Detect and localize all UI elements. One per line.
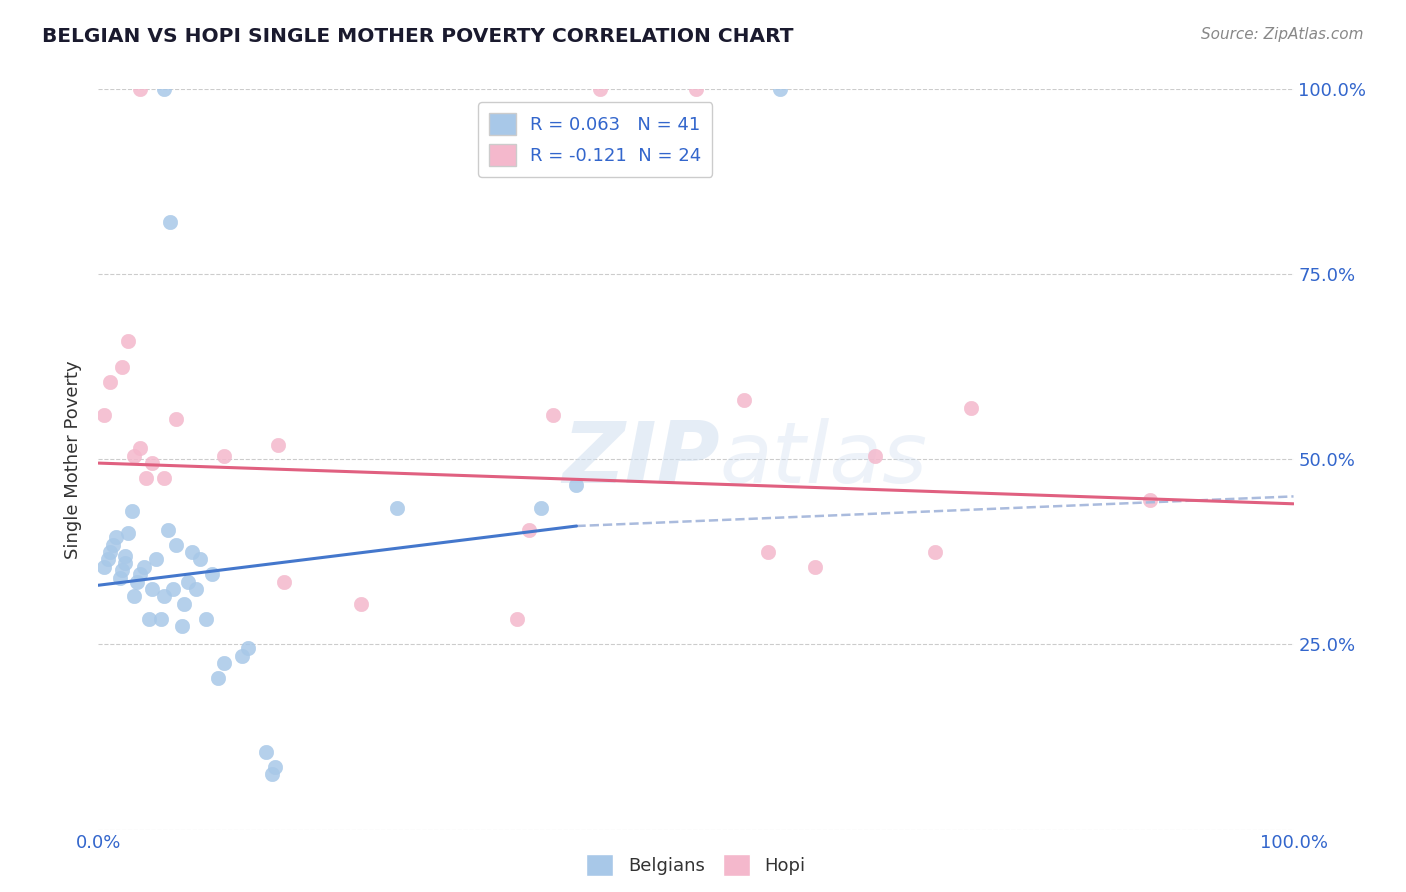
Point <box>685 82 707 96</box>
Point <box>97 552 120 566</box>
Point <box>186 582 208 596</box>
Point <box>129 82 152 96</box>
Point <box>132 559 155 574</box>
Point <box>264 759 287 773</box>
Y-axis label: Single Mother Poverty: Single Mother Poverty <box>65 360 83 558</box>
Point <box>159 215 181 229</box>
Point <box>98 545 122 559</box>
Point <box>93 559 115 574</box>
Point <box>162 582 184 596</box>
Point <box>959 401 981 415</box>
Point <box>165 411 187 425</box>
Text: BELGIAN VS HOPI SINGLE MOTHER POVERTY CORRELATION CHART: BELGIAN VS HOPI SINGLE MOTHER POVERTY CO… <box>42 27 793 45</box>
Point <box>924 545 946 559</box>
Point <box>804 559 827 574</box>
Point <box>254 745 277 759</box>
Point <box>589 82 612 96</box>
Point <box>565 478 588 492</box>
Point <box>153 590 176 604</box>
Point <box>117 526 139 541</box>
Point <box>236 641 259 656</box>
Text: ZIP: ZIP <box>562 417 720 501</box>
Point <box>273 574 295 589</box>
Point <box>188 552 211 566</box>
Point <box>180 545 202 559</box>
Point <box>129 442 152 456</box>
Point <box>172 619 194 633</box>
Point <box>105 530 128 544</box>
Legend: Belgians, Hopi: Belgians, Hopi <box>579 847 813 883</box>
Point <box>212 656 235 670</box>
Point <box>114 549 136 563</box>
Point <box>141 582 163 596</box>
Point <box>124 590 146 604</box>
Point <box>165 537 187 551</box>
Point <box>207 671 229 685</box>
Point <box>138 611 160 625</box>
Point <box>529 500 551 515</box>
Point <box>125 574 148 589</box>
Point <box>201 567 224 582</box>
Point <box>156 523 179 537</box>
Point <box>194 611 218 625</box>
Point <box>141 456 163 470</box>
Point <box>153 471 176 485</box>
Point <box>733 393 755 408</box>
Point <box>1139 493 1161 508</box>
Point <box>117 334 139 348</box>
Point <box>135 471 157 485</box>
Point <box>260 767 283 781</box>
Point <box>121 504 143 518</box>
Point <box>541 408 564 422</box>
Point <box>267 437 290 451</box>
Point <box>129 567 152 582</box>
Point <box>153 82 176 96</box>
Point <box>177 574 200 589</box>
Point <box>506 611 529 625</box>
Point <box>231 648 253 663</box>
Point <box>863 449 887 463</box>
Point <box>173 597 195 611</box>
Point <box>212 449 235 463</box>
Point <box>124 449 146 463</box>
Point <box>768 82 790 96</box>
Point <box>114 556 136 570</box>
Point <box>145 552 167 566</box>
Point <box>385 500 409 515</box>
Point <box>756 545 779 559</box>
Point <box>93 408 115 422</box>
Point <box>98 375 122 389</box>
Point <box>111 564 134 578</box>
Text: atlas: atlas <box>720 417 928 501</box>
Point <box>101 537 124 551</box>
Point <box>149 611 172 625</box>
Text: Source: ZipAtlas.com: Source: ZipAtlas.com <box>1201 27 1364 42</box>
Point <box>350 597 373 611</box>
Point <box>517 523 540 537</box>
Point <box>108 571 131 585</box>
Point <box>111 359 134 374</box>
